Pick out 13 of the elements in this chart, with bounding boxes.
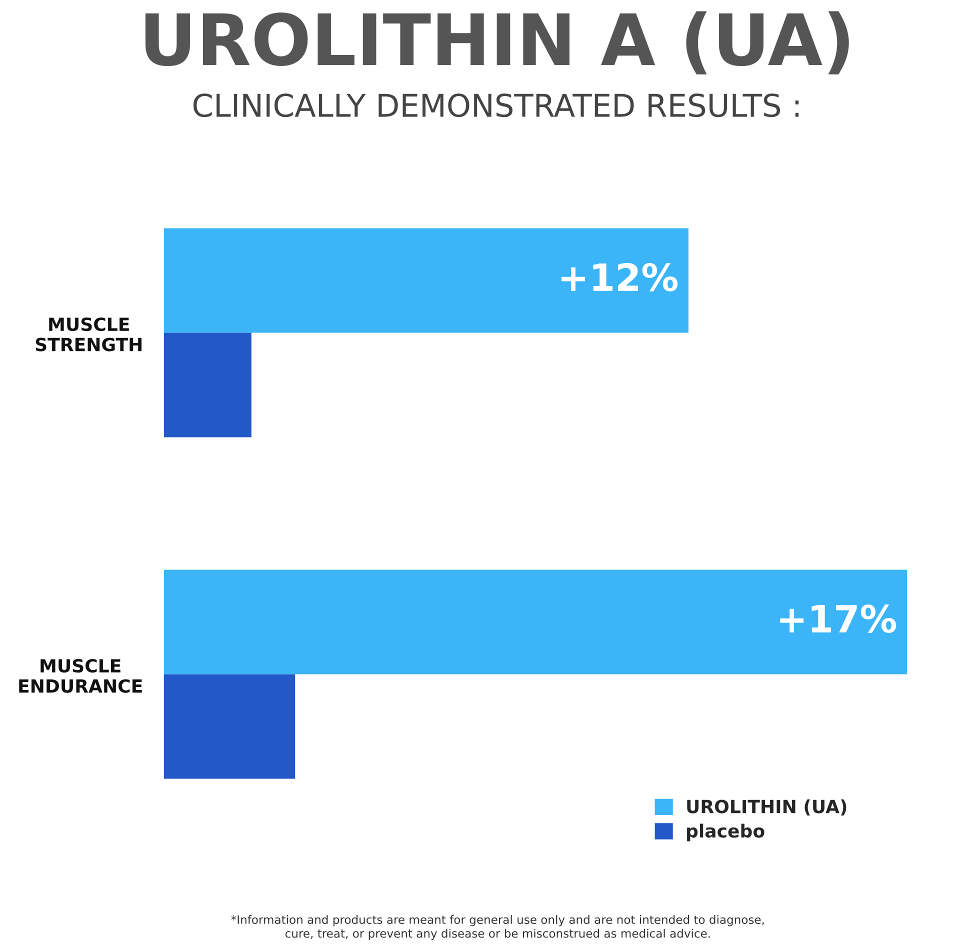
chart-subtitle: CLINICALLY DEMONSTRATED RESULTS : [193, 94, 799, 118]
data-label: +12% [562, 263, 678, 292]
bar [164, 228, 688, 333]
y-tick-label: MUSCLE ENDURANCE [19, 658, 142, 693]
legend-label: UROLITHIN (UA) [687, 799, 846, 816]
legend-label: placebo [687, 824, 764, 842]
bar [164, 570, 907, 674]
text: *Information and products are meant for general use only and are not intended to diagnose, cure, treat, or prevent any disease or be misconstrued as medical advice. [231, 915, 764, 940]
chart-title: UROLITHIN A (UA) [145, 11, 849, 74]
bar [164, 674, 296, 779]
bar [164, 332, 252, 438]
y-tick-label: MUSCLE STRENGTH [36, 317, 142, 352]
data-label: +17% [780, 604, 896, 633]
